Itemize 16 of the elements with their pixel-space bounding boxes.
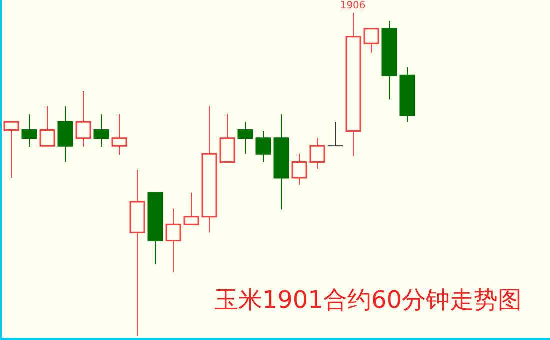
candlestick [292, 154, 308, 186]
candlestick [130, 169, 146, 336]
text: 玉米1901合约60分钟走势图 [214, 285, 522, 316]
candlestick [364, 28, 380, 54]
annotation: 1906 [340, 0, 366, 12]
candlestick [4, 121, 20, 179]
candlestick [310, 138, 326, 170]
candlestick [76, 90, 92, 148]
candlestick [40, 106, 56, 147]
candlestick [184, 192, 200, 226]
candlestick [166, 208, 182, 273]
candlestick [220, 114, 236, 163]
candlestick [346, 12, 362, 157]
candlestick [327, 122, 344, 147]
candlestick [112, 114, 128, 156]
candlestick [202, 106, 218, 234]
